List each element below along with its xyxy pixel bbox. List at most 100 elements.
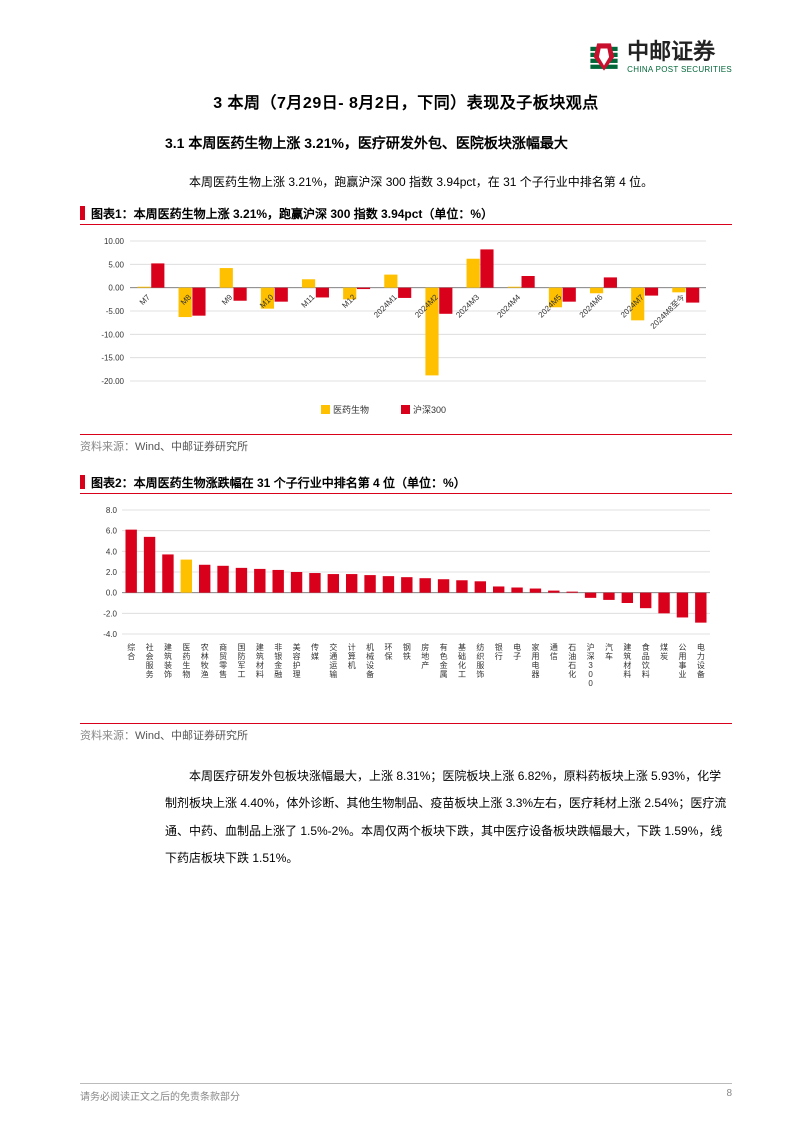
svg-text:品: 品 [642, 652, 650, 661]
svg-text:5.00: 5.00 [108, 260, 124, 269]
svg-text:沪: 沪 [587, 642, 595, 652]
svg-text:事: 事 [678, 660, 686, 670]
svg-text:0.0: 0.0 [106, 588, 118, 597]
svg-text:-4.0: -4.0 [103, 630, 117, 639]
svg-text:-2.0: -2.0 [103, 609, 117, 618]
svg-text:容: 容 [293, 651, 301, 661]
svg-text:电: 电 [513, 642, 521, 652]
svg-text:务: 务 [146, 669, 154, 679]
svg-text:护: 护 [293, 660, 301, 670]
svg-text:商: 商 [219, 642, 227, 652]
svg-text:社: 社 [146, 642, 154, 652]
page-number: 8 [726, 1088, 732, 1103]
svg-text:工: 工 [458, 670, 466, 679]
source-text: Wind、中邮证券研究所 [135, 730, 248, 742]
svg-text:油: 油 [568, 651, 576, 661]
svg-text:深: 深 [587, 652, 595, 661]
svg-text:牧: 牧 [201, 660, 209, 670]
svg-text:8.0: 8.0 [106, 506, 118, 515]
svg-text:力: 力 [697, 651, 705, 661]
svg-text:金: 金 [274, 660, 282, 670]
svg-text:石: 石 [568, 661, 576, 670]
svg-text:电: 电 [531, 660, 539, 670]
svg-text:传: 传 [311, 642, 319, 652]
svg-text:2024M3: 2024M3 [454, 292, 481, 319]
svg-text:煤: 煤 [660, 642, 668, 652]
svg-text:算: 算 [348, 651, 356, 661]
svg-text:服: 服 [476, 661, 484, 670]
body-paragraph: 本周医疗研发外包板块涨幅最大，上涨 8.31%；医院板块上涨 6.82%，原料药… [80, 763, 732, 873]
svg-text:-20.00: -20.00 [101, 377, 124, 386]
svg-text:防: 防 [237, 651, 245, 661]
svg-text:美: 美 [293, 642, 301, 652]
svg-text:础: 础 [458, 651, 466, 661]
svg-text:器: 器 [531, 670, 539, 679]
svg-text:信: 信 [550, 651, 558, 661]
chart2-svg: -4.0-2.00.02.04.06.08.0综合社会服务建筑装饰医药生物农林牧… [86, 502, 716, 712]
svg-text:料: 料 [623, 669, 631, 679]
svg-text:建: 建 [256, 642, 264, 652]
svg-text:M9: M9 [220, 292, 235, 307]
svg-text:0: 0 [588, 679, 593, 688]
svg-text:炭: 炭 [660, 652, 668, 661]
svg-text:农: 农 [201, 642, 209, 652]
svg-text:银: 银 [495, 642, 503, 652]
svg-text:2024M4: 2024M4 [495, 292, 522, 319]
svg-text:车: 车 [605, 651, 613, 661]
svg-text:M7: M7 [138, 292, 153, 307]
svg-text:铁: 铁 [403, 651, 411, 661]
svg-text:国: 国 [237, 643, 245, 652]
svg-text:非: 非 [274, 642, 282, 652]
svg-text:纺: 纺 [476, 642, 484, 652]
svg-text:军: 军 [237, 661, 245, 670]
chart2-block: 图表2：本周医药生物涨跌幅在 31 个子行业中排名第 4 位（单位：%） -4.… [80, 474, 732, 743]
svg-text:贸: 贸 [219, 651, 227, 661]
svg-text:基: 基 [458, 642, 466, 652]
svg-text:装: 装 [164, 660, 172, 670]
svg-text:2024M6: 2024M6 [578, 292, 605, 319]
svg-text:生: 生 [182, 660, 190, 670]
svg-text:备: 备 [697, 669, 705, 679]
svg-text:筑: 筑 [623, 651, 631, 661]
svg-text:筑: 筑 [164, 651, 172, 661]
svg-text:色: 色 [440, 651, 448, 661]
svg-text:环: 环 [384, 643, 392, 652]
svg-text:饰: 饰 [476, 669, 484, 679]
logo-icon [587, 40, 621, 74]
svg-text:材: 材 [623, 660, 631, 670]
svg-text:6.0: 6.0 [106, 526, 118, 535]
brand-name-cn: 中邮证券 [627, 41, 732, 63]
intro-paragraph: 本周医药生物上涨 3.21%，跑赢沪深 300 指数 3.94pct，在 31 … [80, 169, 732, 197]
svg-text:械: 械 [366, 651, 374, 661]
svg-text:通: 通 [550, 642, 558, 652]
svg-text:-5.00: -5.00 [106, 307, 125, 316]
svg-text:售: 售 [219, 669, 227, 679]
svg-text:林: 林 [201, 651, 209, 661]
svg-text:饮: 饮 [642, 660, 650, 670]
chart1-block: 图表1：本周医药生物上涨 3.21%，跑赢沪深 300 指数 3.94pct（单… [80, 205, 732, 454]
svg-text:织: 织 [476, 651, 484, 661]
svg-text:医药生物: 医药生物 [333, 404, 369, 415]
svg-text:会: 会 [146, 651, 154, 661]
svg-text:建: 建 [623, 642, 631, 652]
svg-text:化: 化 [568, 669, 576, 679]
svg-text:汽: 汽 [605, 642, 613, 652]
svg-text:零: 零 [219, 661, 227, 670]
svg-text:公: 公 [678, 643, 686, 652]
svg-text:用: 用 [678, 652, 686, 661]
svg-text:M11: M11 [300, 292, 317, 309]
footer: 请务必阅读正文之后的免责条款部分 8 [80, 1083, 732, 1103]
svg-text:沪深300: 沪深300 [413, 404, 446, 415]
footer-disclaimer: 请务必阅读正文之后的免责条款部分 [80, 1088, 240, 1103]
svg-text:医: 医 [182, 643, 190, 652]
chart1-title: 图表1：本周医药生物上涨 3.21%，跑赢沪深 300 指数 3.94pct（单… [91, 205, 493, 222]
svg-text:交: 交 [329, 642, 337, 652]
svg-text:子: 子 [513, 652, 521, 661]
svg-text:饰: 饰 [164, 669, 172, 679]
chart-title-marker [80, 206, 85, 220]
svg-text:物: 物 [182, 669, 190, 679]
chart2-title: 图表2：本周医药生物涨跌幅在 31 个子行业中排名第 4 位（单位：%） [91, 474, 466, 491]
svg-text:-10.00: -10.00 [101, 330, 124, 339]
svg-text:通: 通 [329, 651, 337, 661]
svg-text:10.00: 10.00 [104, 237, 125, 246]
